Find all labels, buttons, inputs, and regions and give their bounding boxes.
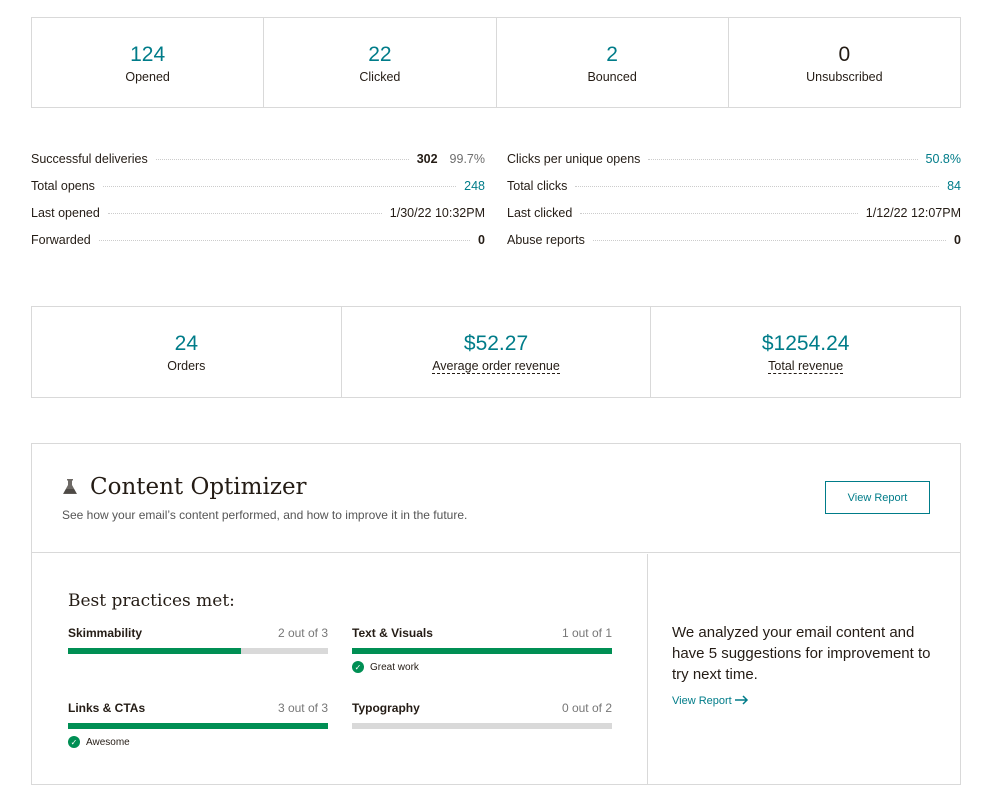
- best-practices-panel: Best practices met: Skimmability 2 out of…: [32, 554, 648, 784]
- dot-leader: [102, 186, 457, 187]
- stat-bounced[interactable]: 2 Bounced: [495, 18, 728, 107]
- stat-row-value[interactable]: 248: [464, 179, 485, 193]
- stat-value: 22: [368, 42, 392, 66]
- stats-left: Successful deliveries 302 99.7% Total open…: [31, 152, 485, 260]
- practice-skimmability: Skimmability 2 out of 3: [68, 626, 328, 654]
- practice-score: 0 out of 2: [561, 701, 612, 715]
- stat-value: 0: [838, 42, 851, 66]
- revenue-stats: 24 Orders $52.27 Average order revenue $12…: [31, 306, 961, 398]
- stat-clicked[interactable]: 22 Clicked: [263, 18, 495, 107]
- suggestions-panel: We analyzed your email content and have …: [672, 622, 942, 709]
- stat-value: 124: [130, 42, 166, 66]
- practice-text-visuals: Text & Visuals 1 out of 1 ✓ Great work: [352, 626, 612, 673]
- stat-row-label: Last opened: [31, 206, 100, 220]
- view-report-button[interactable]: View Report: [825, 481, 930, 514]
- stat-row-label: Successful deliveries: [31, 152, 148, 166]
- stat-opened[interactable]: 124 Opened: [32, 18, 263, 107]
- stat-row: Last opened 1/30/22 10:32PM: [31, 206, 485, 233]
- dot-leader: [580, 213, 858, 214]
- stat-row: Successful deliveries 302 99.7%: [31, 152, 485, 179]
- practice-score: 2 out of 3: [277, 626, 328, 640]
- content-optimizer-header: Content Optimizer See how your email’s c…: [32, 444, 960, 553]
- stat-label-tooltip[interactable]: Average order revenue: [432, 358, 560, 374]
- stat-label: Bounced: [587, 69, 637, 84]
- progress-fill: [68, 723, 328, 729]
- stat-label: Clicked: [359, 69, 401, 84]
- stat-row-value: 1/12/22 12:07PM: [865, 206, 961, 220]
- practice-name: Skimmability: [68, 626, 143, 640]
- practice-score: 3 out of 3: [277, 701, 328, 715]
- flask-icon: [63, 479, 77, 494]
- stat-row-value: 302: [416, 152, 438, 166]
- stat-orders: 24 Orders: [32, 307, 341, 397]
- progress-fill: [352, 648, 612, 654]
- stat-total-revenue: $1254.24 Total revenue: [650, 307, 960, 397]
- stat-row-value: 0: [478, 233, 485, 247]
- content-optimizer-subtitle: See how your email’s content performed, …: [62, 508, 468, 522]
- practice-score: 1 out of 1: [561, 626, 612, 640]
- dot-leader: [107, 213, 382, 214]
- stat-row-label: Abuse reports: [507, 233, 585, 247]
- stat-average-order-revenue: $52.27 Average order revenue: [340, 307, 651, 397]
- practice-badge: Awesome: [86, 736, 130, 748]
- stat-label: Unsubscribed: [806, 69, 883, 84]
- stat-row-label: Total opens: [31, 179, 95, 193]
- stat-label-tooltip[interactable]: Total revenue: [768, 358, 844, 374]
- progress-bar: [68, 723, 328, 729]
- progress-bar: [68, 648, 328, 654]
- stat-row-percent: 99.7%: [449, 152, 485, 166]
- check-circle-icon: ✓: [68, 736, 80, 748]
- stat-row-value[interactable]: 84: [947, 179, 961, 193]
- stat-row-label: Last clicked: [507, 206, 573, 220]
- stat-row: Clicks per unique opens 50.8%: [507, 152, 961, 179]
- check-circle-icon: ✓: [352, 661, 364, 673]
- stat-row: Abuse reports 0: [507, 233, 961, 260]
- progress-bar: [352, 648, 612, 654]
- practice-typography: Typography 0 out of 2: [352, 701, 612, 729]
- practice-name: Typography: [352, 701, 420, 715]
- stat-value: 24: [174, 332, 199, 355]
- stat-unsubscribed[interactable]: 0 Unsubscribed: [727, 18, 960, 107]
- stat-row-value: 0: [954, 233, 961, 247]
- progress-fill: [68, 648, 242, 654]
- stat-row-label: Forwarded: [31, 233, 91, 247]
- progress-bar: [352, 723, 612, 729]
- content-optimizer-title: Content Optimizer: [90, 474, 307, 500]
- stat-row: Last clicked 1/12/22 12:07PM: [507, 206, 961, 233]
- stat-label: Orders: [167, 359, 206, 373]
- stat-row-label: Clicks per unique opens: [507, 152, 641, 166]
- view-report-link[interactable]: View Report: [672, 695, 749, 707]
- summary-stats: 124 Opened 22 Clicked 2 Bounced 0 Unsubscrib…: [31, 17, 961, 108]
- stat-label: Opened: [125, 69, 170, 84]
- stat-row-value: 1/30/22 10:32PM: [389, 206, 485, 220]
- content-optimizer-card: Content Optimizer See how your email’s c…: [31, 443, 961, 785]
- suggestions-text: We analyzed your email content and have …: [672, 624, 931, 683]
- stat-value: 2: [606, 42, 618, 66]
- stat-value: $52.27: [463, 331, 529, 355]
- stats-right: Clicks per unique opens 50.8% Total click…: [507, 152, 961, 260]
- stat-row: Total opens 248: [31, 179, 485, 206]
- view-report-link-label: View Report: [672, 695, 732, 707]
- dot-leader: [98, 240, 471, 241]
- practice-links-ctas: Links & CTAs 3 out of 3 ✓ Awesome: [68, 701, 328, 748]
- best-practices-title: Best practices met:: [68, 591, 235, 611]
- arrow-right-icon: [734, 695, 748, 705]
- dot-leader: [155, 159, 409, 160]
- stat-row-label: Total clicks: [507, 179, 568, 193]
- dot-leader: [592, 240, 947, 241]
- stat-row: Forwarded 0: [31, 233, 485, 260]
- practice-name: Text & Visuals: [352, 626, 433, 640]
- practice-badge: Great work: [370, 661, 419, 673]
- practice-name: Links & CTAs: [68, 701, 146, 715]
- dot-leader: [575, 186, 940, 187]
- stat-value: $1254.24: [761, 331, 850, 355]
- dot-leader: [648, 159, 918, 160]
- stat-row: Total clicks 84: [507, 179, 961, 206]
- stat-row-value: 50.8%: [925, 152, 961, 166]
